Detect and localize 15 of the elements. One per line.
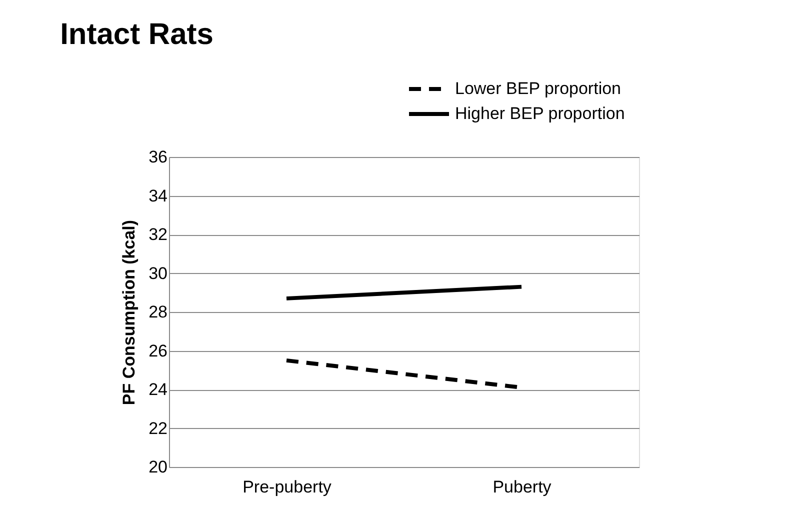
y-tick-label: 26 bbox=[148, 341, 168, 360]
legend-label: Higher BEP proportion bbox=[455, 104, 625, 123]
y-tick-label: 24 bbox=[148, 380, 168, 399]
y-axis-title: PF Consumption (kcal) bbox=[120, 220, 139, 406]
y-tick-label: 36 bbox=[148, 148, 168, 166]
chart-title: Intact Rats bbox=[60, 18, 214, 51]
y-tick-label: 32 bbox=[148, 225, 168, 244]
y-tick-label: 22 bbox=[148, 418, 168, 438]
x-tick-label: Puberty bbox=[492, 478, 552, 496]
x-tick-label: Pre-puberty bbox=[242, 478, 332, 496]
legend-label: Lower BEP proportion bbox=[455, 79, 622, 98]
y-tick-label: 20 bbox=[148, 458, 168, 476]
y-tick-label: 34 bbox=[148, 186, 168, 206]
y-tick-label: 30 bbox=[148, 264, 168, 283]
y-tick-label: 28 bbox=[148, 302, 168, 322]
